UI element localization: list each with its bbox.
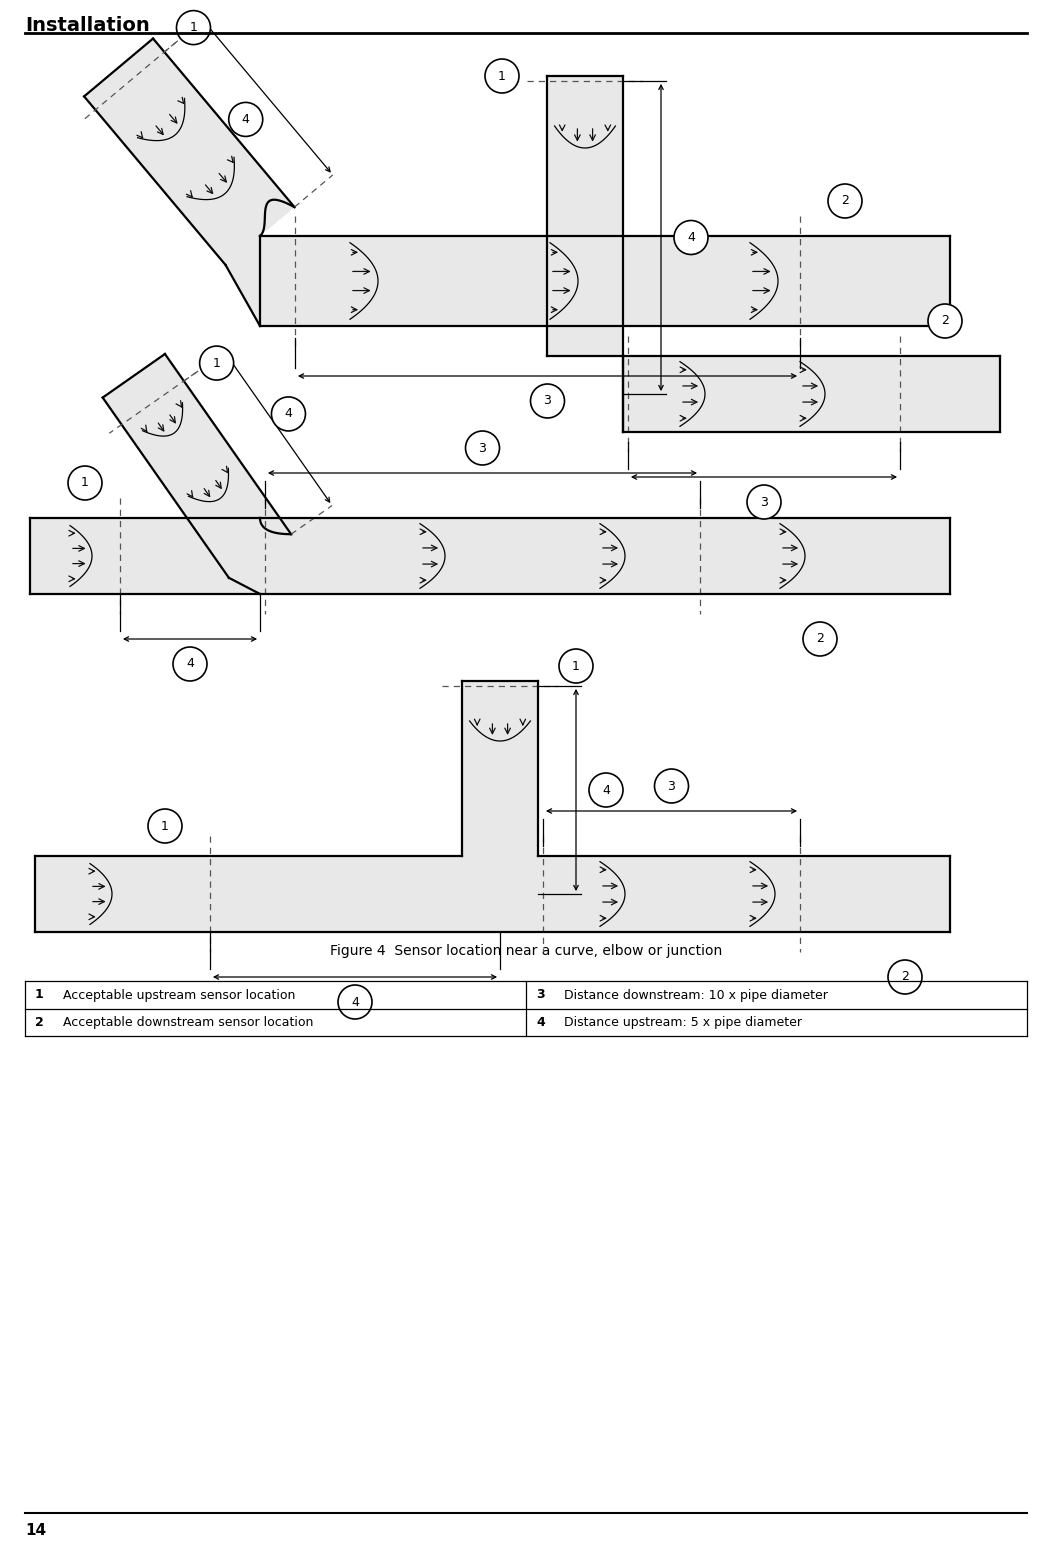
Text: 3: 3 [668, 779, 675, 793]
Text: 3: 3 [544, 395, 551, 407]
Polygon shape [35, 855, 950, 932]
Text: 4: 4 [687, 231, 695, 244]
Polygon shape [260, 518, 950, 595]
Text: 4: 4 [284, 407, 292, 420]
Text: 14: 14 [25, 1524, 46, 1538]
Polygon shape [103, 354, 291, 578]
Circle shape [674, 220, 708, 254]
Text: 2: 2 [35, 1016, 44, 1029]
Polygon shape [31, 518, 260, 595]
Text: 1: 1 [213, 356, 221, 370]
Circle shape [747, 485, 781, 518]
Circle shape [559, 649, 593, 684]
Text: Distance downstream: 10 x pipe diameter: Distance downstream: 10 x pipe diameter [564, 988, 828, 1002]
Text: 2: 2 [942, 314, 949, 328]
Circle shape [148, 809, 182, 843]
Polygon shape [260, 236, 950, 326]
Text: 1: 1 [189, 22, 198, 34]
Text: 4: 4 [351, 996, 359, 1008]
Text: Distance upstream: 5 x pipe diameter: Distance upstream: 5 x pipe diameter [564, 1016, 802, 1029]
Text: 1: 1 [35, 988, 44, 1002]
Text: 4: 4 [186, 657, 194, 671]
Text: 2: 2 [841, 195, 849, 208]
Text: Figure 4  Sensor location near a curve, elbow or junction: Figure 4 Sensor location near a curve, e… [330, 944, 722, 958]
Circle shape [589, 773, 623, 807]
Text: 1: 1 [81, 476, 89, 490]
Polygon shape [547, 76, 623, 356]
Polygon shape [225, 200, 295, 326]
Circle shape [530, 384, 565, 418]
Circle shape [654, 770, 688, 802]
Circle shape [173, 646, 207, 681]
Text: 1: 1 [572, 659, 580, 673]
Text: 3: 3 [760, 495, 768, 509]
Circle shape [465, 431, 500, 465]
Text: 4: 4 [602, 784, 610, 796]
Circle shape [200, 347, 234, 379]
Text: 2: 2 [816, 632, 824, 646]
Circle shape [888, 960, 922, 994]
Text: Acceptable downstream sensor location: Acceptable downstream sensor location [63, 1016, 313, 1029]
Circle shape [68, 467, 102, 500]
Polygon shape [84, 39, 295, 265]
Circle shape [928, 304, 962, 339]
Circle shape [271, 396, 305, 431]
Text: 4: 4 [537, 1016, 545, 1029]
Circle shape [338, 985, 372, 1019]
Polygon shape [229, 518, 291, 595]
Text: Installation: Installation [25, 16, 149, 34]
Circle shape [828, 184, 862, 219]
Circle shape [177, 11, 210, 45]
Polygon shape [462, 681, 538, 855]
Text: 1: 1 [161, 820, 169, 832]
Text: 2: 2 [902, 971, 909, 983]
Polygon shape [623, 356, 1000, 432]
Circle shape [228, 103, 263, 136]
Circle shape [485, 59, 519, 94]
Text: 3: 3 [479, 442, 486, 454]
Text: 1: 1 [498, 70, 506, 83]
Text: 3: 3 [537, 988, 545, 1002]
Text: 4: 4 [242, 112, 249, 126]
Text: Acceptable upstream sensor location: Acceptable upstream sensor location [63, 988, 296, 1002]
Circle shape [803, 621, 837, 656]
Polygon shape [547, 356, 623, 432]
